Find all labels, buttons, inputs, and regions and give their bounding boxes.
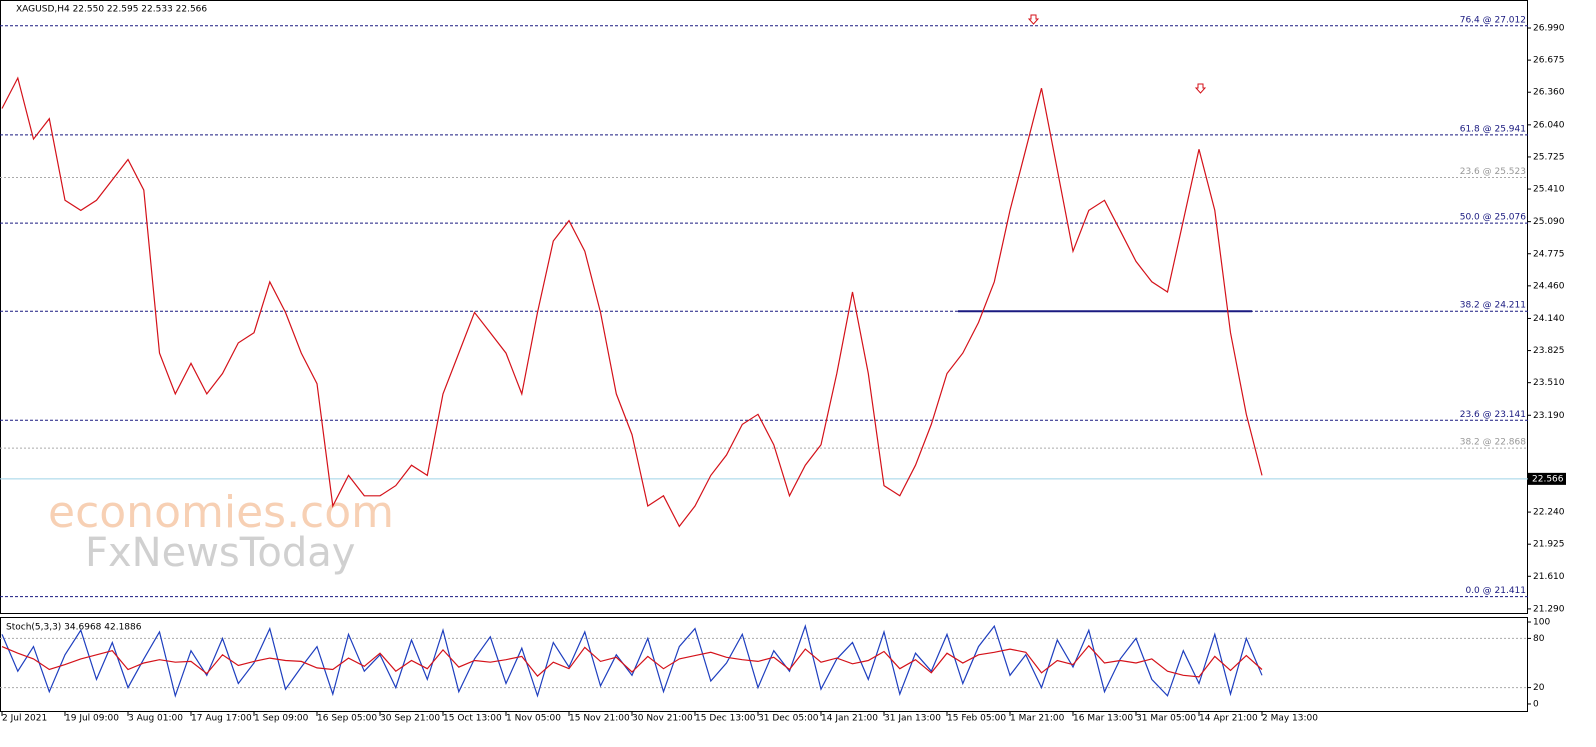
y-tick-label: 23.510 <box>1533 378 1565 388</box>
x-tick-label: 16 Mar 13:00 <box>1073 714 1133 724</box>
series-line <box>1 76 1263 528</box>
watermark: economies.com <box>48 487 394 538</box>
x-tick-label: 1 Nov 05:00 <box>506 714 561 724</box>
y-tick-label: 26.675 <box>1533 56 1565 66</box>
y-tick-label: 21.290 <box>1533 604 1565 614</box>
x-tick-label: 1 Mar 21:00 <box>1010 714 1065 724</box>
x-tick-label: 30 Nov 21:00 <box>632 714 693 724</box>
y-tick-label: 23.190 <box>1533 411 1565 421</box>
fib-label: 38.2 @ 22.868 <box>1460 438 1527 448</box>
x-tick-label: 1 Sep 09:00 <box>254 714 309 724</box>
x-tick-label: 17 Aug 17:00 <box>191 714 252 724</box>
x-tick-label: 2 Jul 2021 <box>2 714 47 724</box>
x-tick-label: 15 Nov 21:00 <box>569 714 630 724</box>
x-tick-label: 15 Oct 13:00 <box>443 714 502 724</box>
y-tick-label: 26.040 <box>1533 120 1565 130</box>
fib-label: 0.0 @ 21.411 <box>1465 586 1526 596</box>
main-panel <box>0 0 1528 614</box>
fib-label: 23.6 @ 25.523 <box>1460 167 1526 177</box>
panel-title: XAGUSD,H4 22.550 22.595 22.533 22.566 <box>16 5 207 15</box>
y-tick-label: 26.990 <box>1533 24 1565 34</box>
y-tick-label: 26.360 <box>1533 88 1565 98</box>
y-tick-label: 22.240 <box>1533 508 1565 518</box>
y-tick-label: 24.140 <box>1533 314 1565 324</box>
x-tick-label: 31 Jan 13:00 <box>884 714 941 724</box>
series-line <box>1 624 1263 698</box>
y-tick-label: 25.090 <box>1533 217 1565 227</box>
fib-label: 76.4 @ 27.012 <box>1460 15 1526 25</box>
y-tick-label: 24.775 <box>1533 249 1565 259</box>
fib-label: 23.6 @ 23.141 <box>1460 410 1526 420</box>
fib-label: 50.0 @ 25.076 <box>1460 213 1527 223</box>
x-tick-label: 14 Jan 21:00 <box>821 714 878 724</box>
y-tick-label: 80 <box>1533 634 1545 644</box>
x-tick-label: 15 Feb 05:00 <box>947 714 1006 724</box>
y-tick-label: 25.725 <box>1533 152 1565 162</box>
series-line <box>1 644 1263 678</box>
y-tick-label: 24.460 <box>1533 281 1565 291</box>
y-tick-label: 0 <box>1533 699 1539 709</box>
y-tick-label: 21.925 <box>1533 540 1565 550</box>
stoch-panel <box>0 617 1528 712</box>
x-tick-label: 31 Mar 05:00 <box>1136 714 1196 724</box>
y-tick-label: 100 <box>1533 618 1550 628</box>
y-tick-label: 25.410 <box>1533 185 1565 195</box>
x-tick-label: 31 Dec 05:00 <box>758 714 819 724</box>
current-price-label: 22.566 <box>1532 474 1564 484</box>
watermark: FxNewsToday <box>85 530 355 576</box>
x-tick-label: 3 Aug 01:00 <box>128 714 183 724</box>
x-tick-label: 30 Sep 21:00 <box>380 714 440 724</box>
x-tick-label: 2 May 13:00 <box>1262 714 1318 724</box>
x-tick-label: 16 Sep 05:00 <box>317 714 377 724</box>
x-tick-label: 19 Jul 09:00 <box>65 714 119 724</box>
y-tick-label: 23.825 <box>1533 346 1565 356</box>
panel-title: Stoch(5,3,3) 34.6968 42.1886 <box>6 623 142 633</box>
current-price-box <box>1528 472 1566 485</box>
y-tick-label: 20 <box>1533 683 1545 693</box>
x-tick-label: 15 Dec 13:00 <box>695 714 756 724</box>
peak-arrow <box>1194 83 1207 94</box>
peak-arrow <box>1027 14 1040 25</box>
fib-label: 61.8 @ 25.941 <box>1460 124 1526 134</box>
y-tick-label: 21.610 <box>1533 572 1565 582</box>
x-tick-label: 14 Apr 21:00 <box>1199 714 1258 724</box>
fib-label: 38.2 @ 24.211 <box>1460 301 1526 311</box>
